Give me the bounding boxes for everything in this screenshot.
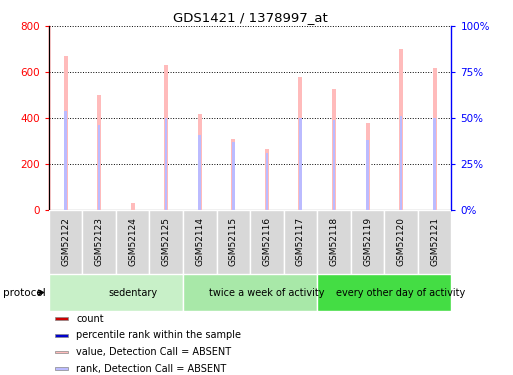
Bar — [64, 111, 67, 210]
Bar — [232, 142, 234, 210]
Bar — [418, 210, 451, 274]
Text: GSM52119: GSM52119 — [363, 217, 372, 266]
Bar — [384, 210, 418, 274]
Bar — [332, 89, 336, 210]
Bar — [55, 318, 68, 320]
Bar — [299, 118, 302, 210]
Bar — [116, 210, 149, 274]
Text: count: count — [76, 314, 104, 324]
Bar — [49, 274, 183, 311]
Bar — [64, 56, 68, 210]
Bar — [366, 123, 369, 210]
Text: GSM52120: GSM52120 — [397, 217, 406, 266]
Bar — [317, 210, 351, 274]
Text: GSM52118: GSM52118 — [329, 217, 339, 266]
Bar — [284, 210, 317, 274]
Bar — [199, 135, 201, 210]
Text: GSM52124: GSM52124 — [128, 217, 137, 266]
Bar — [183, 210, 216, 274]
Text: every other day of activity: every other day of activity — [337, 288, 466, 297]
Bar — [299, 77, 303, 210]
Bar — [231, 139, 235, 210]
Bar — [432, 68, 437, 210]
Bar — [317, 274, 451, 311]
Bar — [149, 210, 183, 274]
Text: twice a week of activity: twice a week of activity — [209, 288, 325, 297]
Text: GSM52117: GSM52117 — [296, 217, 305, 266]
Text: GSM52121: GSM52121 — [430, 217, 439, 266]
Bar — [131, 203, 134, 210]
Text: protocol: protocol — [3, 288, 45, 297]
Text: GSM52114: GSM52114 — [195, 217, 204, 266]
Bar — [98, 126, 101, 210]
Text: GSM52123: GSM52123 — [94, 217, 104, 266]
Text: GSM52125: GSM52125 — [162, 217, 171, 266]
Text: GSM52115: GSM52115 — [229, 217, 238, 266]
Text: percentile rank within the sample: percentile rank within the sample — [76, 330, 241, 340]
Bar — [351, 210, 384, 274]
Bar — [165, 118, 168, 210]
Bar — [55, 351, 68, 354]
Text: GSM52116: GSM52116 — [262, 217, 271, 266]
Bar — [399, 49, 403, 210]
Bar — [97, 95, 101, 210]
Bar — [266, 153, 268, 210]
Bar — [332, 120, 336, 210]
Bar — [55, 334, 68, 337]
Bar — [164, 65, 168, 210]
Bar — [183, 274, 317, 311]
Bar — [49, 210, 82, 274]
Bar — [400, 116, 402, 210]
Text: sedentary: sedentary — [108, 288, 157, 297]
Text: rank, Detection Call = ABSENT: rank, Detection Call = ABSENT — [76, 364, 227, 374]
Text: GSM52122: GSM52122 — [61, 217, 70, 266]
Bar — [265, 149, 269, 210]
Title: GDS1421 / 1378997_at: GDS1421 / 1378997_at — [173, 11, 327, 24]
Bar — [216, 210, 250, 274]
Bar — [250, 210, 284, 274]
Text: value, Detection Call = ABSENT: value, Detection Call = ABSENT — [76, 347, 231, 357]
Bar — [433, 118, 436, 210]
Bar — [366, 140, 369, 210]
Bar — [55, 367, 68, 370]
Bar — [82, 210, 116, 274]
Bar — [198, 114, 202, 210]
